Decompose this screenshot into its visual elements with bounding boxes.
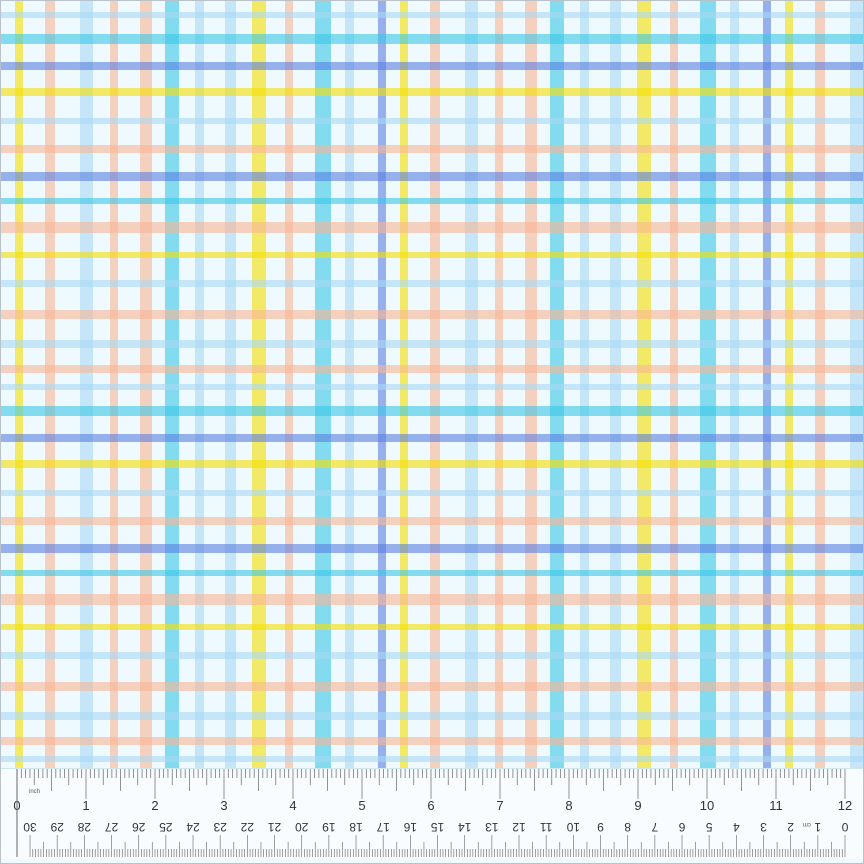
horizontal-stripe [0,280,864,287]
cm-label: 2 [787,820,794,834]
cm-label: 15 [431,820,445,834]
cm-label: 13 [485,820,499,834]
cm-label: 6 [678,820,685,834]
horizontal-stripe [0,594,864,605]
inch-label: 5 [358,798,365,813]
cm-label: 17 [376,820,390,834]
horizontal-stripe [0,340,864,348]
horizontal-stripe [0,198,864,204]
horizontal-stripe [0,222,864,233]
cm-label: 27 [105,820,119,834]
horizontal-stripe [0,460,864,468]
cm-label: 26 [132,820,146,834]
cm-label: 4 [733,820,740,834]
horizontal-stripe [0,517,864,525]
horizontal-stripe [0,88,864,96]
cm-label: 22 [240,820,254,834]
horizontal-stripe [0,406,864,416]
cm-label: 24 [186,820,200,834]
cm-label: 18 [349,820,363,834]
cm-label: 3 [760,820,767,834]
inch-label: 4 [289,798,296,813]
horizontal-stripe [0,712,864,720]
inch-unit-label: inch [29,789,40,795]
cm-label: 28 [77,820,91,834]
horizontal-stripe [0,310,864,319]
cm-label: 8 [624,820,631,834]
cm-label: 1 [814,820,821,834]
horizontal-stripe [0,34,864,44]
inch-label: 7 [496,798,503,813]
horizontal-stripe [0,252,864,258]
horizontal-stripe [0,62,864,70]
inch-label: 2 [151,798,158,813]
inch-label: 11 [769,798,783,813]
cm-label: 0 [841,820,848,834]
horizontal-stripe [0,118,864,124]
cm-label: 10 [566,820,580,834]
inch-label: 1 [82,798,89,813]
horizontal-stripe [0,145,864,153]
cm-label: 21 [268,820,282,834]
cm-label: 9 [597,820,604,834]
horizontal-stripe [0,544,864,553]
cm-label: 19 [322,820,336,834]
horizontal-stripe [0,682,864,691]
horizontal-stripe [0,756,864,762]
plaid-fabric [0,0,864,768]
ruler: 0123456789101112inch01234567891011121314… [0,768,864,859]
cm-label: 25 [159,820,173,834]
cm-unit-label: cm [803,821,811,827]
horizontal-stripe [0,490,864,496]
cm-label: 11 [540,820,553,834]
horizontal-stripe [0,365,864,373]
horizontal-stripe [0,12,864,18]
horizontal-stripe [0,434,864,442]
horizontal-stripe [0,570,864,576]
horizontal-stripe [0,172,864,181]
cm-label: 12 [512,820,526,834]
cm-label: 30 [23,820,37,834]
inch-label: 6 [427,798,434,813]
cm-label: 16 [403,820,417,834]
cm-label: 20 [295,820,309,834]
cm-label: 5 [706,820,713,834]
inch-label: 10 [700,798,714,813]
cm-label: 29 [50,820,64,834]
inch-label: 12 [838,798,852,813]
cm-label: 14 [458,820,472,834]
cm-label: 23 [213,820,227,834]
horizontal-stripe [0,384,864,390]
cm-label: 7 [651,820,658,834]
inch-label: 3 [220,798,227,813]
inch-label: 9 [634,798,641,813]
horizontal-stripe [0,624,864,630]
inch-label: 8 [565,798,572,813]
horizontal-stripe [0,652,864,659]
horizontal-stripe [0,737,864,745]
